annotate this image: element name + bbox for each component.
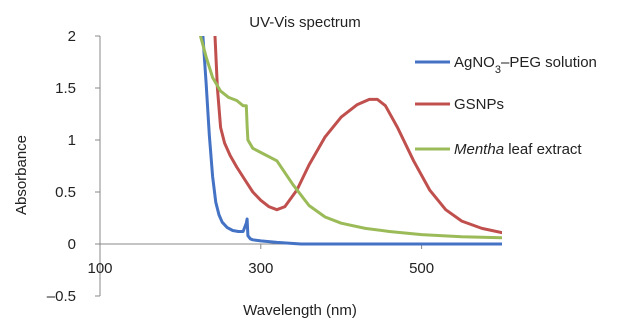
y-tick-label: 1 — [68, 132, 76, 149]
legend-label-part: GSNPs — [454, 96, 504, 113]
legend-label-part: –PEG solution — [501, 54, 597, 71]
legend-item-gsnps: GSNPs — [415, 96, 504, 113]
legend-label: Mentha leaf extract — [454, 141, 582, 158]
y-axis-title: Absorbance — [13, 135, 30, 215]
y-tick-label: 2 — [68, 28, 76, 45]
axes-group: –0.5 0 0.5 1 1.5 2 100 300 500 — [47, 28, 502, 305]
legend-label: GSNPs — [454, 96, 504, 113]
legend-label-part: leaf extract — [504, 141, 582, 158]
legend-label-part: AgNO — [454, 54, 495, 71]
y-tick-label: –0.5 — [47, 288, 76, 305]
legend-label-part: Mentha — [454, 141, 504, 158]
y-tick-label: 0.5 — [55, 184, 76, 201]
x-tick-label: 100 — [87, 260, 112, 277]
y-tick-label: 0 — [68, 236, 76, 253]
x-tick-label: 500 — [409, 260, 434, 277]
y-tick-label: 1.5 — [55, 80, 76, 97]
x-axis-title: Wavelength (nm) — [243, 302, 357, 319]
legend: AgNO3–PEG solution GSNPs Mentha leaf extra… — [415, 54, 597, 158]
series-lines-group — [199, 36, 502, 246]
series-gsnps-line — [213, 36, 502, 235]
legend-item-mentha: Mentha leaf extract — [415, 141, 582, 158]
legend-label: AgNO3–PEG solution — [454, 54, 597, 76]
x-tick-label: 300 — [248, 260, 273, 277]
legend-item-agno3-peg: AgNO3–PEG solution — [415, 54, 597, 76]
series-agno3-peg-line — [201, 36, 502, 246]
legend-label-part: 3 — [495, 64, 501, 76]
series-mentha-line — [199, 36, 502, 240]
chart-title: UV-Vis spectrum — [249, 14, 360, 31]
